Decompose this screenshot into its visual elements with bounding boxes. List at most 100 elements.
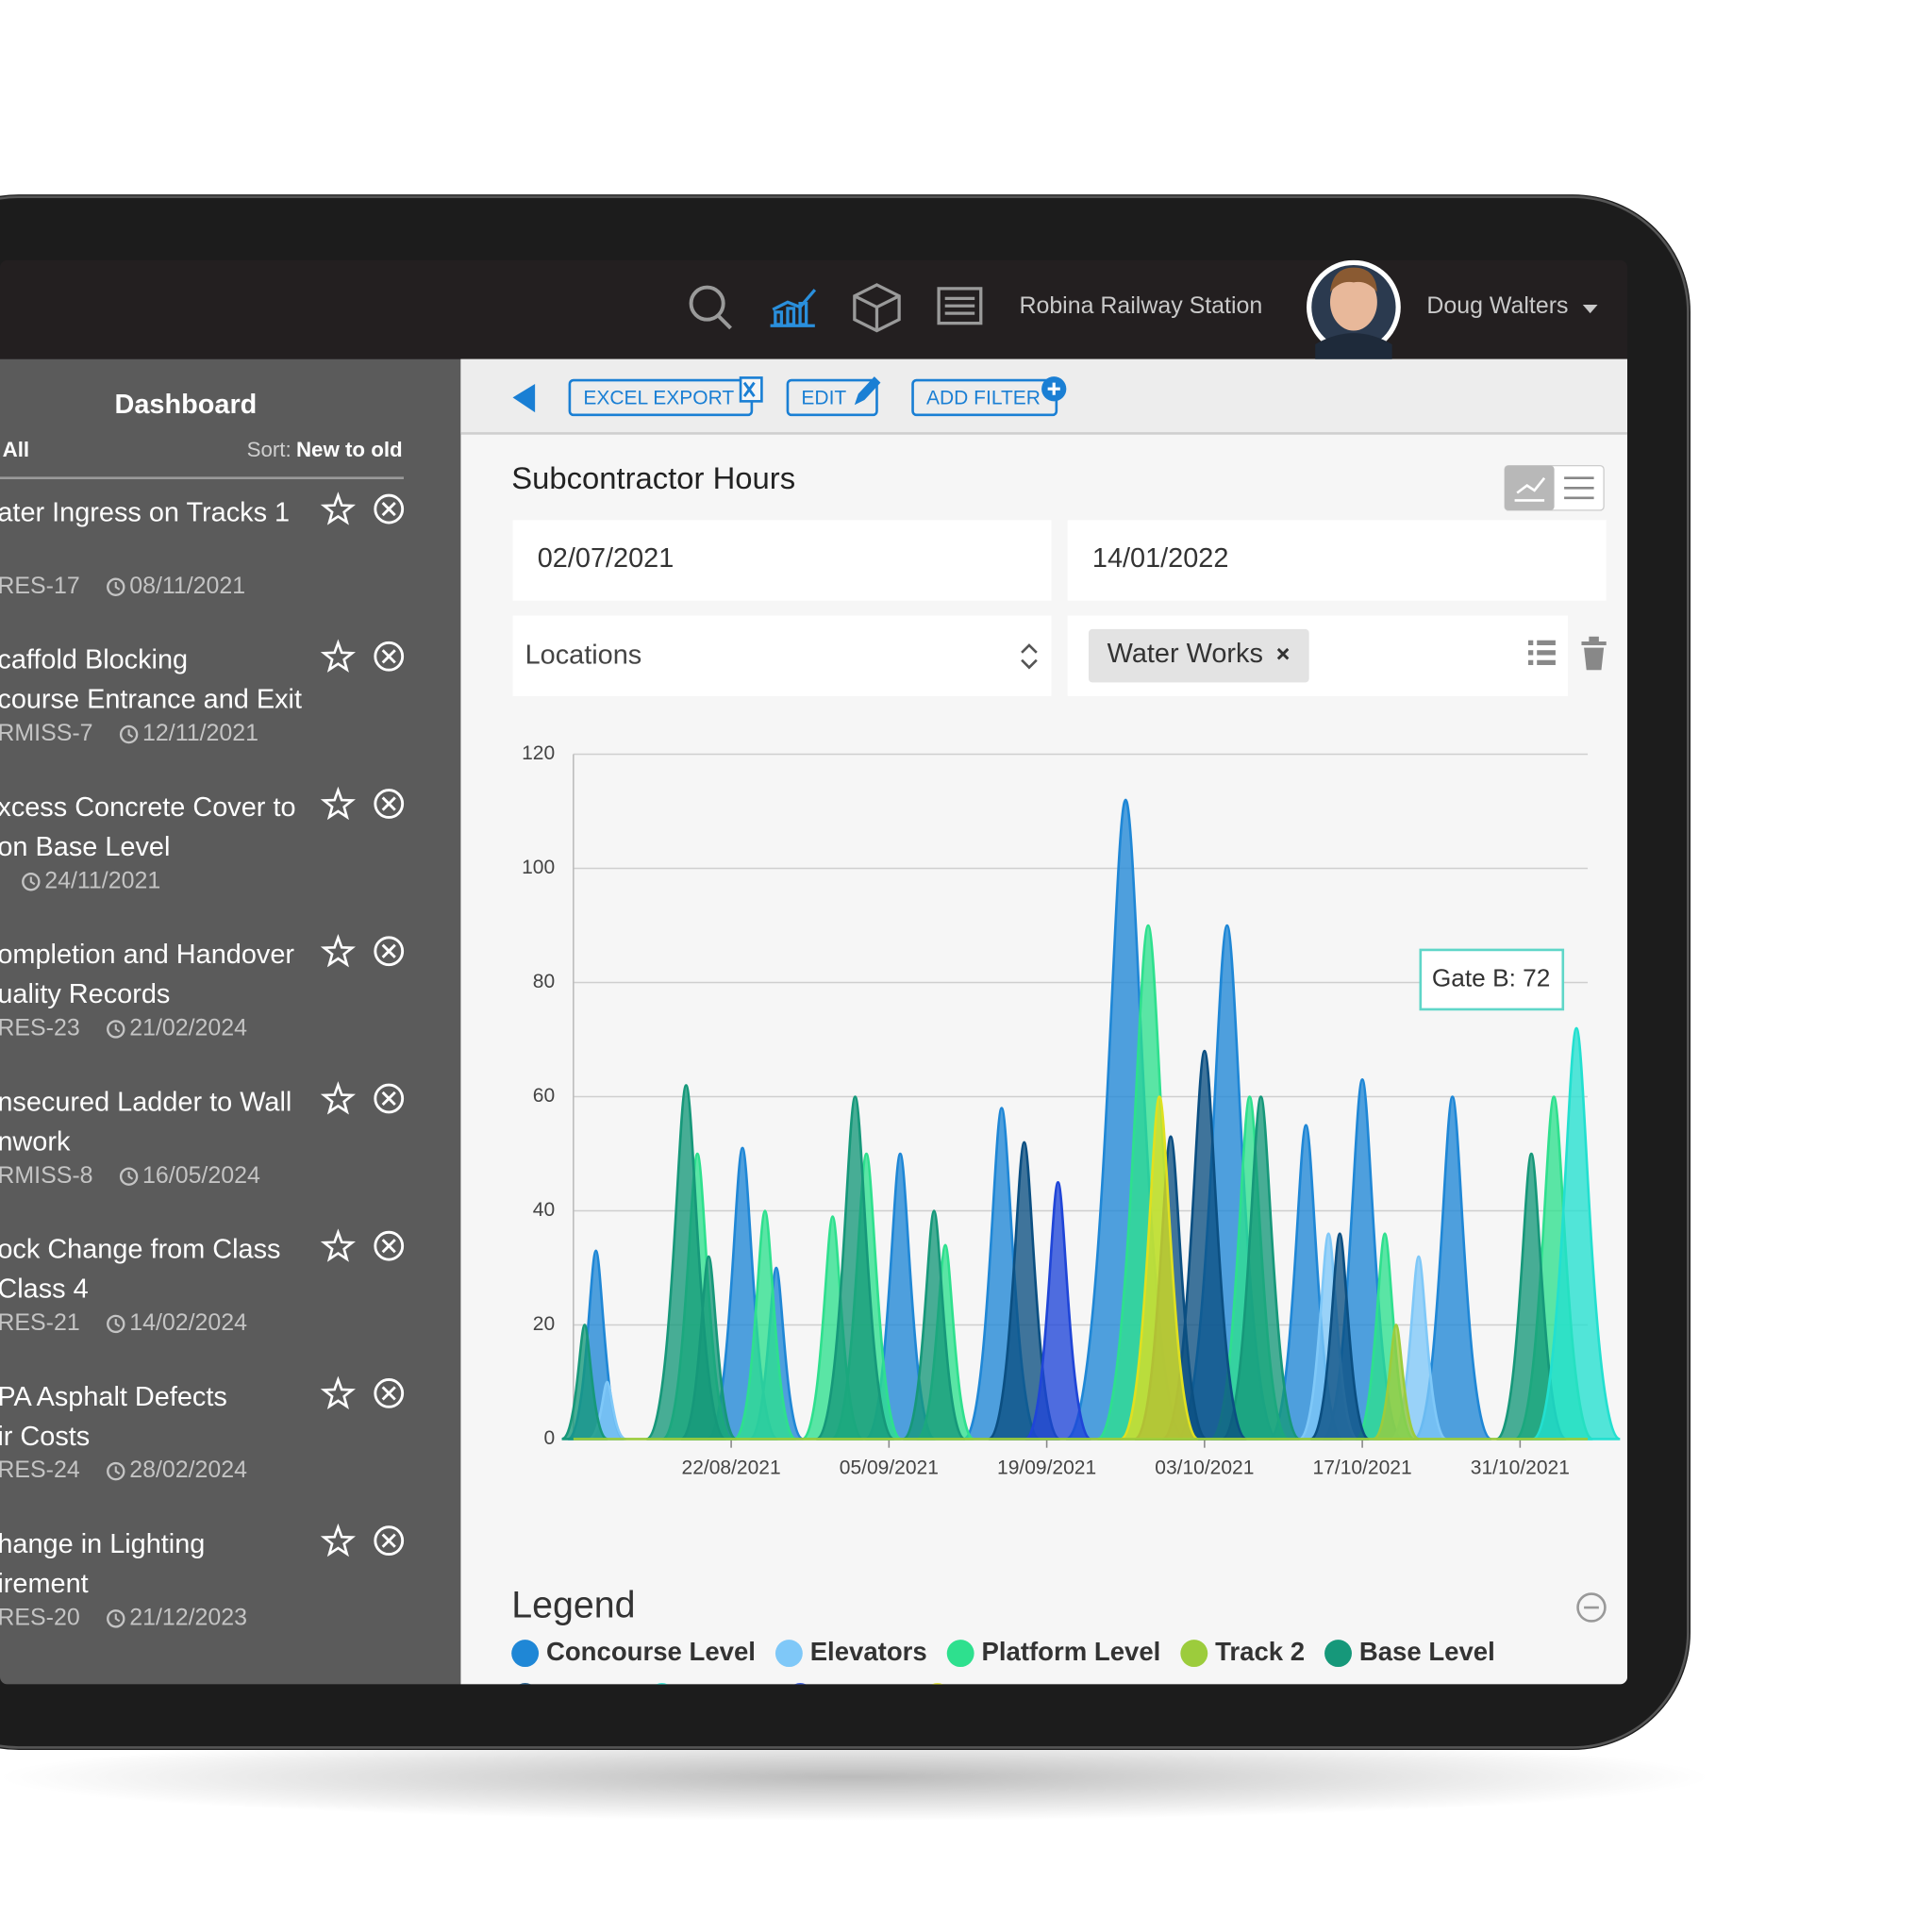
issue-title: ompletion and Handover [0,940,294,970]
legend-swatch [774,1640,803,1668]
x-tick-label: 05/09/2021 [840,1457,939,1479]
trash-handle [1589,636,1599,642]
tooltip-box [1419,948,1565,1011]
star-icon[interactable] [320,786,356,821]
legend-item[interactable]: Gate B [648,1680,767,1710]
user-caret[interactable] [1582,304,1598,314]
screen: Robina Railway Station Doug Walters Dash… [0,259,1628,1710]
clock-hand [127,729,134,739]
area-peak [902,1209,966,1441]
search-icon[interactable] [689,285,732,330]
chart: 0 20 40 60 80 100 120 22/08/2021 05/09/2021 19/09… [522,742,1621,1479]
search-handle [717,314,732,330]
issue-id: RES-21 [0,1309,80,1336]
tooltip-text: Gate B: 72 [1432,963,1551,991]
legend-collapse[interactable] [1576,1592,1607,1623]
legend-swatch [511,1640,540,1668]
star-icon[interactable] [320,491,356,525]
filter-list-icon[interactable] [1528,640,1556,665]
legend-item[interactable]: Track 2 [1180,1637,1305,1668]
clock-icon [107,1461,125,1481]
dismiss-icon[interactable] [374,936,405,967]
list-bar [1537,640,1556,645]
issue-item[interactable]: ater Ingress on Tracks 1 RES-17 08/11/2021 [0,491,405,599]
start-date-input[interactable] [512,520,1052,601]
toolbar-button[interactable] [786,378,878,417]
legend-item[interactable]: Gate A [786,1680,905,1710]
sort-value[interactable]: New to old [296,438,403,461]
avatar[interactable] [1307,259,1401,359]
issue-title: nsecured Ladder to Wall [0,1087,291,1117]
filter-chip[interactable] [1088,628,1309,683]
issue-item[interactable]: PA Asphalt Defects ir Costs RES-24 28/02/20… [0,1375,405,1483]
dismiss-icon[interactable] [374,789,405,819]
dismiss-x [381,1239,396,1254]
chart-icon[interactable] [770,289,817,327]
legend-item[interactable]: Base Level [1324,1637,1495,1668]
select-arrow-down [1021,658,1038,670]
star-icon[interactable] [320,933,356,968]
issue-item[interactable]: nsecured Ladder to Wall nwork RMISS-8 16/05… [0,1081,405,1189]
star-icon[interactable] [320,1228,356,1262]
legend-label: Platform Level [981,1637,1160,1666]
legend-item[interactable]: Elevators [774,1637,927,1668]
issue-date: 12/11/2021 [142,720,258,746]
area-peak [680,1255,738,1441]
area-peak [1309,1232,1370,1441]
legend-item[interactable]: Concourse Level [511,1637,756,1668]
issue-id: RES-17 [0,573,80,599]
issue-item[interactable]: hange in Lighting irement RES-20 21/12/2023 [0,1523,405,1631]
clock-icon [107,1609,125,1628]
back-arrow[interactable] [512,383,536,413]
clock-hand [114,1319,121,1327]
clock-hand [114,1613,121,1623]
list-frame [937,287,983,325]
dismiss-icon[interactable] [374,1378,405,1408]
3d-icon[interactable] [853,283,901,333]
clock-hand [114,582,121,591]
location-select[interactable] [512,615,1052,696]
legend-item[interactable]: Track 1 [924,1680,1048,1710]
dismiss-icon[interactable] [374,641,405,672]
list-icon[interactable] [937,287,983,325]
filter-all[interactable]: All [3,438,30,461]
star-icon[interactable] [320,639,356,673]
issue-date: 28/02/2024 [129,1457,247,1483]
issue-title: uality Records [0,979,170,1009]
chip-remove[interactable] [1276,647,1290,660]
star-icon[interactable] [320,1523,356,1557]
dismiss-icon[interactable] [374,493,405,525]
clock-icon [107,577,125,596]
legend-label: Base Level [1359,1637,1495,1666]
area-peak [1120,1095,1199,1441]
star-icon[interactable] [320,1375,356,1410]
legend-item[interactable]: Tracks [511,1680,628,1710]
toolbar [460,358,1628,434]
clock-hand [114,1466,121,1475]
dismiss-icon[interactable] [374,1525,405,1557]
user-name[interactable]: Doug Walters [1426,292,1568,319]
issue-item[interactable]: caffold Blocking course Entrance and Exit… [0,639,405,746]
star-icon[interactable] [320,1081,356,1115]
y-tick-label: 80 [533,971,555,992]
end-date: 14/01/2022 [1092,543,1229,574]
dismiss-icon[interactable] [374,1083,405,1114]
legend-item[interactable]: Platform Level [946,1637,1161,1668]
avatar-face [1329,274,1377,331]
location-placeholder: Locations [525,640,642,670]
area-peak [1532,1026,1621,1441]
issue-item[interactable]: ompletion and Handover uality Records RES-… [0,933,405,1041]
end-date-input[interactable] [1067,520,1607,601]
trash-icon[interactable] [1581,636,1607,671]
issue-item[interactable]: xcess Concrete Cover to on Base Level 24/1… [0,786,405,894]
view-toggle[interactable] [1504,464,1605,511]
issue-item[interactable]: ock Change from Class Class 4 RES-21 14/02/… [0,1228,405,1336]
issue-id: RMISS-8 [0,1162,93,1189]
project-name[interactable]: Robina Railway Station [1019,292,1262,319]
issue-title: nwork [0,1126,71,1157]
dismiss-icon[interactable] [374,1230,405,1261]
filter-chip-label: Water Works [1108,639,1263,669]
area-peak [1412,1095,1492,1441]
